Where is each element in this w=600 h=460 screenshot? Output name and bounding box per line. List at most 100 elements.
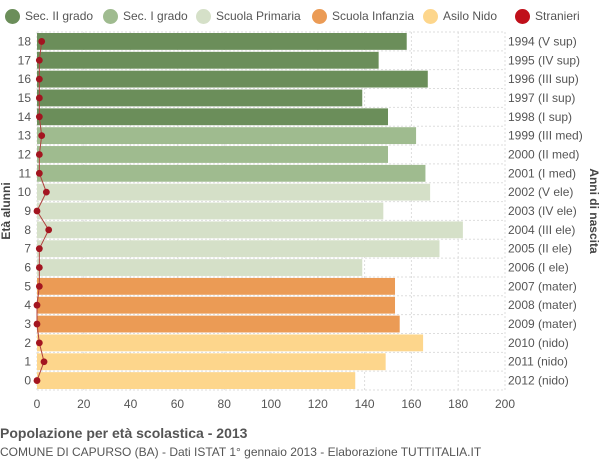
bar-age-13 [37,127,417,145]
chart-legend: Sec. II grado Sec. I grado Scuola Primaria… [0,6,600,26]
y2-tick-label: 1995 (IV sup) [508,53,580,67]
x-tick-label: 40 [124,397,138,411]
x-tick-label: 120 [308,397,328,411]
bar-age-15 [37,89,363,107]
stranieri-point-16 [35,75,43,83]
chart-title: Popolazione per età scolastica - 2013 [0,425,248,441]
legend-item-stranieri: Stranieri [515,6,580,26]
x-tick-label: 80 [218,397,232,411]
y-tick-label: 4 [24,298,31,312]
x-tick-label: 200 [495,397,515,411]
stranieri-point-10 [42,188,50,196]
y-tick-label: 15 [18,91,32,105]
y2-tick-label: 2005 (II ele) [508,242,572,256]
stranieri-point-18 [38,38,46,45]
bar-age-2 [37,334,424,352]
y-tick-label: 8 [24,223,31,237]
x-tick-label: 180 [448,397,468,411]
y2-tick-label: 2009 (mater) [508,317,577,331]
y-tick-label: 7 [24,242,31,256]
y2-tick-label: 2003 (IV ele) [508,204,577,218]
y-tick-label: 6 [24,261,31,275]
stranieri-point-6 [35,264,43,271]
bar-age-16 [37,70,428,88]
bar-age-6 [37,259,363,276]
stranieri-point-7 [35,245,43,253]
y2-tick-label: 2001 (I med) [508,166,576,180]
bar-age-17 [37,51,379,69]
y-tick-label: 11 [19,166,32,180]
y2-tick-label: 2007 (mater) [508,279,577,293]
y2-tick-label: 2008 (mater) [508,298,577,312]
legend-label: Scuola Infanzia [332,9,415,23]
legend-item-scuola-infanzia: Scuola Infanzia [312,6,414,26]
y2-tick-label: 2011 (nido) [508,355,568,369]
legend-item-asilo-nido: Asilo Nido [423,6,497,26]
x-tick-label: 60 [171,397,185,411]
y-tick-label: 0 [24,374,31,388]
stranieri-point-8 [45,226,53,234]
chart-source: COMUNE DI CAPURSO (BA) - Dati ISTAT 1° g… [0,445,482,459]
y2-tick-label: 2004 (III ele) [508,223,575,237]
y2-tick-label: 2010 (nido) [508,336,569,350]
y-tick-label: 5 [24,279,31,293]
stranieri-point-1 [40,358,48,366]
stranieri-point-13 [38,132,46,140]
legend-swatch [103,8,118,24]
bar-age-9 [37,202,384,220]
bar-age-8 [37,221,463,239]
y-tick-label: 2 [24,336,31,350]
bar-age-5 [37,277,396,295]
x-tick-label: 100 [261,397,281,411]
stranieri-point-11 [35,169,43,177]
x-tick-label: 0 [34,397,41,411]
y2-tick-label: 1994 (V sup) [508,34,577,48]
y-tick-label: 13 [18,129,32,143]
bar-age-10 [37,183,431,201]
y2-tick-label: 2002 (V ele) [508,185,573,199]
legend-swatch [423,8,438,24]
legend-label: Sec. II grado [25,9,94,23]
y2-axis-title: Anni di nascita [587,168,600,254]
legend-swatch [312,8,327,24]
bar-age-7 [37,240,440,258]
stranieri-point-3 [33,320,41,328]
legend-swatch [515,8,530,24]
bar-age-12 [37,146,388,163]
bar-age-3 [37,315,400,333]
y-tick-label: 16 [18,72,32,86]
legend-swatch [196,8,211,24]
x-tick-label: 20 [77,397,91,411]
legend-item-sec-ii-grado: Sec. II grado [5,6,93,26]
y-tick-label: 1 [24,355,31,369]
bar-age-1 [37,353,386,371]
y-tick-label: 14 [18,110,32,124]
stranieri-point-0 [33,377,41,384]
x-tick-label: 140 [355,397,375,411]
stranieri-point-12 [35,151,43,158]
stranieri-point-5 [35,282,43,290]
y-tick-label: 10 [18,185,32,199]
legend-item-scuola-primaria: Scuola Primaria [196,6,301,26]
y-tick-label: 17 [18,53,32,67]
y-tick-label: 18 [18,34,32,48]
stranieri-point-9 [33,207,41,215]
stranieri-point-15 [35,94,43,102]
y-tick-label: 12 [18,147,32,161]
legend-label: Asilo Nido [443,9,498,23]
y2-tick-label: 1998 (I sup) [508,110,572,124]
bar-age-0 [37,372,356,389]
legend-label: Sec. I grado [123,9,188,23]
stranieri-point-14 [35,113,43,121]
stranieri-point-2 [35,339,43,347]
y-axis-title: Età alunni [0,182,13,239]
bar-age-4 [37,296,396,314]
x-tick-label: 160 [401,397,421,411]
y-tick-label: 3 [24,317,31,331]
legend-item-sec-i-grado: Sec. I grado [103,6,188,26]
bar-age-11 [37,164,426,182]
stranieri-point-17 [35,56,43,64]
y-tick-label: 9 [24,204,31,218]
stranieri-point-4 [33,301,41,309]
